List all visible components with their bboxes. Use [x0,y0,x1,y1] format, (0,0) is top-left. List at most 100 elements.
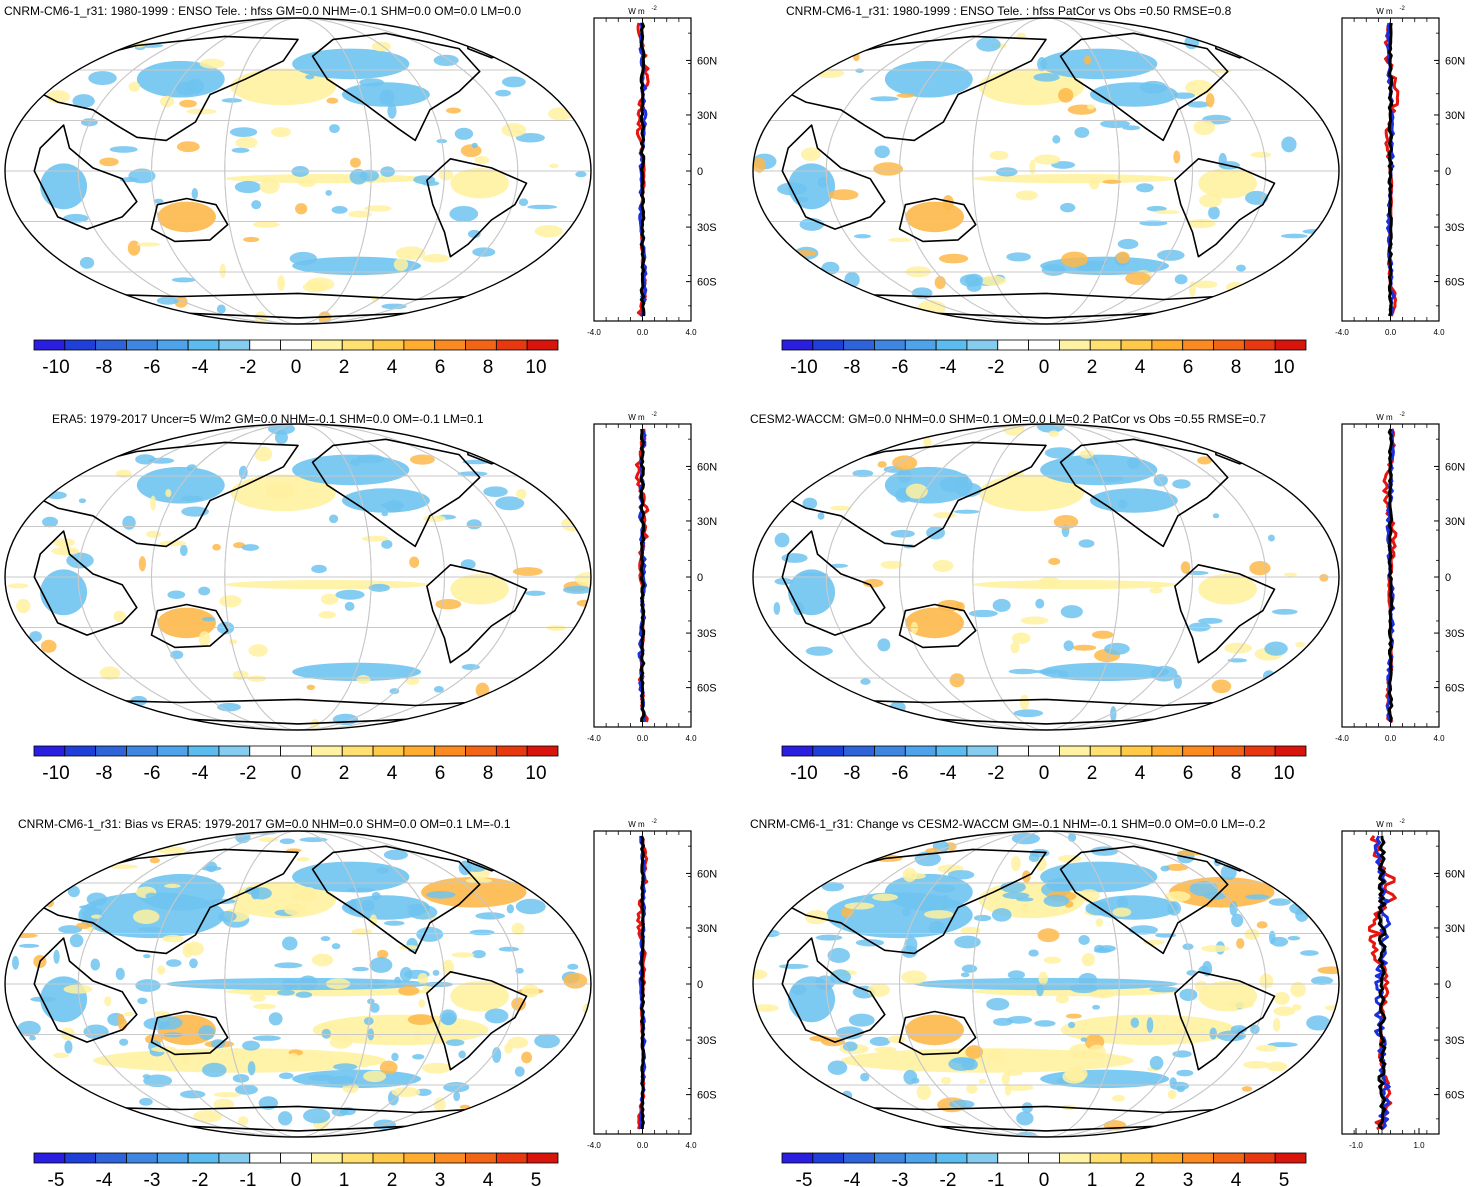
anomaly-speck [344,601,355,611]
anomaly-speck [902,867,917,883]
anomaly-speck [369,957,393,973]
colorbar-tick-label: -10 [42,763,69,784]
anomaly-speck [467,229,481,239]
anomaly-speck [821,881,845,892]
anomaly-speck [1194,980,1208,993]
anomaly-speck [359,78,385,87]
anomaly-speck [154,1010,170,1017]
map-border [4,830,592,1138]
profile-line-black [639,22,646,317]
anomaly-speck [575,171,587,178]
colorbar-swatch [33,745,66,757]
anomaly-speck [247,1061,256,1076]
anomaly-speck [51,546,80,556]
anomaly-speck [753,969,768,980]
anomaly-speck [202,616,216,622]
anomaly-speck [135,979,161,992]
anomaly-region [840,1048,1134,1073]
profile-line-red [1367,835,1397,1131]
anomaly-speck [181,495,203,502]
anomaly-speck [1205,93,1215,108]
anomaly-speck [817,176,829,188]
colorbar-swatch [1089,1152,1122,1164]
anomaly-speck [1242,1060,1270,1069]
anomaly-speck [1128,925,1158,935]
profile-latitude-label: 30N [697,110,717,122]
colorbar-tick-label: 0 [291,1170,302,1187]
colorbar-tick-label: -2 [988,763,1005,784]
colorbar-tick-label: 6 [435,763,446,784]
anomaly-speck [1231,913,1244,928]
meridian-gridline [825,831,1267,1137]
anomaly-region [1198,573,1257,605]
profile-units-exponent: -2 [1400,412,1406,418]
profile-x-tick-label: -4.0 [587,734,601,743]
colorbar-swatch [341,339,374,351]
colorbar-swatch [495,339,528,351]
anomaly-speck [988,1048,1003,1061]
anomaly-speck [159,540,187,547]
colorbar-tick-label: 8 [1231,763,1242,784]
colorbar-swatch [95,339,127,351]
meridian-gridline [77,18,519,324]
profile-units-label: W m [628,413,645,422]
anomaly-speck [1173,674,1182,689]
colorbar-swatch [781,1152,814,1164]
colorbar-swatch [904,1152,937,1164]
profile-x-tick-label: 1.0 [1413,1141,1425,1150]
anomaly-speck [1264,641,1288,656]
anomaly-speck [87,926,95,932]
anomaly-speck [417,973,429,985]
anomaly-region [341,488,430,513]
anomaly-speck [512,567,543,576]
anomaly-speck [148,457,175,464]
anomaly-speck [461,664,480,671]
anomaly-speck [961,964,978,973]
coastline [426,564,528,664]
colorbar-tick-label: 0 [1039,357,1050,378]
anomaly-speck [445,1039,465,1047]
profile-units-exponent: -2 [652,819,658,825]
meridian-gridline [825,424,1267,730]
colorbar-tick-label: -4 [192,357,209,378]
anomaly-speck [164,883,181,889]
anomaly-speck [1149,587,1163,594]
profile-latitude-label: 0 [697,166,703,178]
profile-latitude-label: 60N [697,461,717,473]
anomaly-speck [229,127,258,137]
anomaly-speck [1176,1069,1194,1077]
colorbar-tick-label: -5 [796,1170,813,1187]
anomaly-speck [965,273,984,287]
anomaly-region [1040,662,1170,682]
anomaly-speck [521,1051,533,1064]
anomaly-speck [282,936,298,951]
anomaly-speck [546,625,567,631]
anomaly-speck [242,1040,260,1051]
panel-tr: CNRM-CM6-1_r31: 1980-1999 : ENSO Tele. :… [748,0,1483,378]
profile-latitude-label: 30N [1445,110,1465,122]
panel-graphics: -5 -4 -3 -2 -1 0 1 2 3 4 5 W m -2 60N 30N 0 30S 60S -4.0 0.… [4,819,717,1187]
colorbar-swatch [874,745,906,757]
anomaly-speck [1295,641,1305,648]
anomaly-speck [1053,514,1079,529]
coastline [775,441,1047,548]
anomaly-speck [198,631,211,647]
anomaly-speck [1280,233,1308,239]
anomaly-speck [320,936,331,942]
anomaly-speck [1244,190,1269,205]
anomaly-region [292,1069,422,1089]
anomaly-speck [1052,135,1061,144]
anomaly-speck [1167,1089,1177,1100]
anomaly-speck [128,168,156,184]
anomaly-speck [311,564,327,574]
anomaly-speck [350,157,361,168]
anomaly-speck [1043,956,1062,964]
anomaly-speck [1319,574,1329,582]
coastline [1174,564,1276,664]
anomaly-speck [947,870,975,880]
colorbar-swatch [904,339,937,351]
anomaly-speck [1324,1005,1339,1011]
anomaly-speck [1187,101,1210,108]
coastline [1059,438,1229,548]
anomaly-speck [42,516,59,528]
